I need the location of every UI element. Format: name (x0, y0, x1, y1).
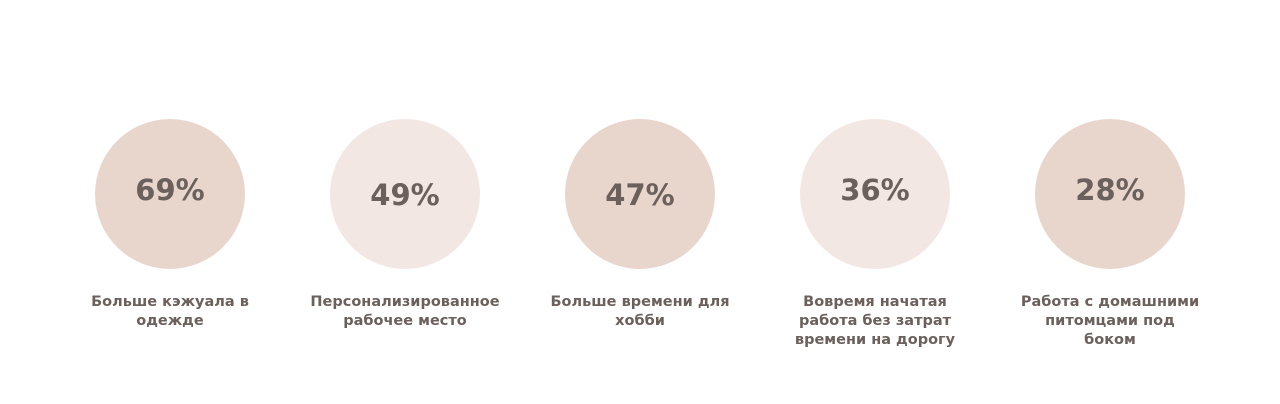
stat-label-line: одежде (136, 313, 204, 329)
stat-item: 36% Вовремя начатая работа без затрат вр… (765, 119, 985, 350)
stat-value: 47% (605, 178, 675, 212)
stat-label: Больше времени для хобби (530, 293, 750, 331)
stat-label-line: Вовремя начатая (803, 294, 947, 310)
stat-value: 36% (840, 173, 910, 207)
stat-item: 47% Больше времени для хобби (530, 119, 750, 331)
stat-circle: 36% (800, 119, 950, 269)
stat-label-line: питомцами под (1045, 313, 1175, 329)
stat-label-line: рабочее место (343, 313, 467, 329)
stat-value: 49% (370, 178, 440, 212)
stat-label-line: Работа с домашними (1020, 294, 1200, 310)
stat-label: Персонализированное рабочее место (295, 293, 515, 331)
stat-value: 69% (135, 173, 205, 207)
stat-item: 49% Персонализированное рабочее место (295, 119, 515, 331)
stat-item: 28% Работа с домашними питомцами под бок… (1000, 119, 1220, 350)
stat-label: Работа с домашними питомцами под боком (1000, 293, 1220, 350)
stat-circle: 69% (95, 119, 245, 269)
stat-label-line: работа без затрат (798, 313, 952, 329)
stat-label-line: Больше кэжуала в (91, 294, 249, 310)
stat-label-line: боком (1084, 332, 1136, 348)
stat-label-line: Больше времени для (550, 294, 730, 310)
stat-value: 28% (1075, 173, 1145, 207)
stat-circle: 28% (1035, 119, 1185, 269)
stat-label-line: Персонализированное (310, 294, 500, 310)
stat-label-line: времени на дорогу (794, 332, 956, 348)
stat-label: Вовремя начатая работа без затрат времен… (765, 293, 985, 350)
stat-label-line: хобби (615, 313, 665, 329)
stat-label: Больше кэжуала в одежде (60, 293, 280, 331)
stat-item: 69% Больше кэжуала в одежде (60, 119, 280, 331)
stat-circle: 47% (565, 119, 715, 269)
stat-circle: 49% (330, 119, 480, 269)
